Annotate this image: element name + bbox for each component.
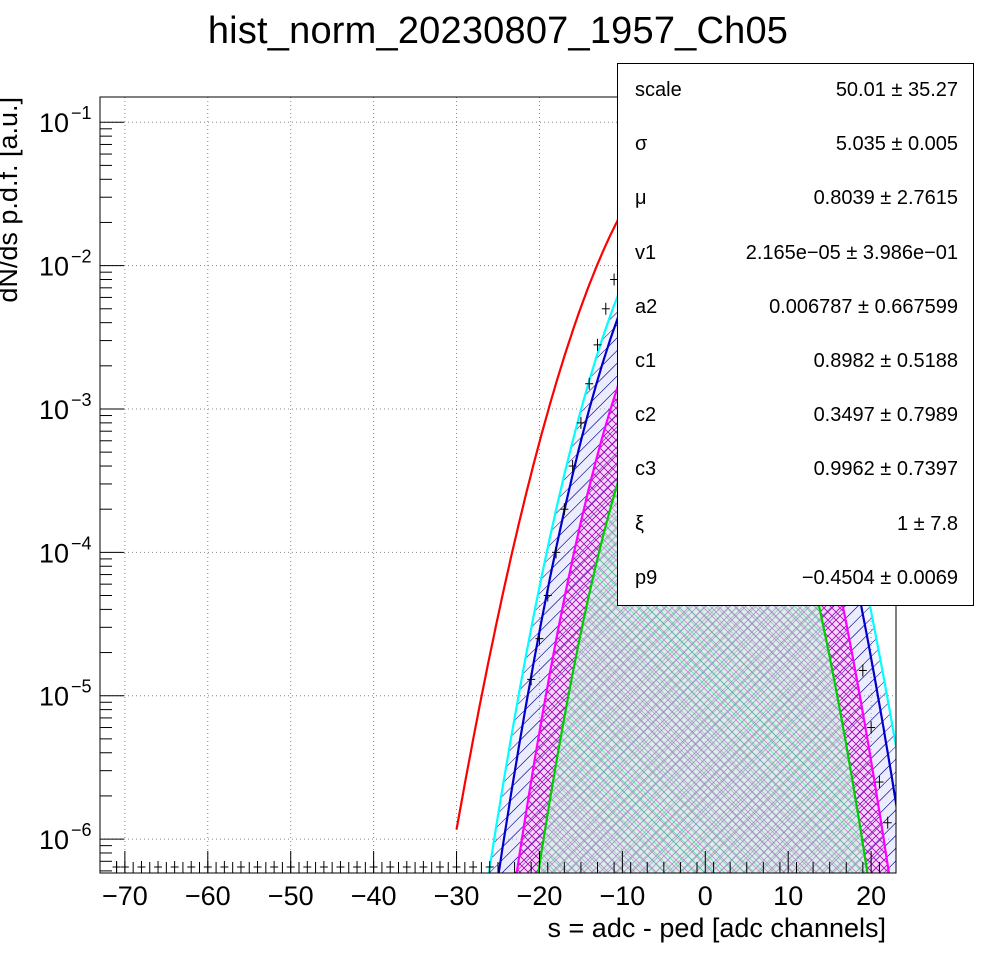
- data-point: [601, 302, 610, 315]
- stats-param-name: μ: [635, 187, 647, 210]
- stats-param-name: scale: [635, 79, 682, 101]
- y-tick-label: 10: [39, 682, 69, 712]
- stats-param-name: v1: [635, 241, 657, 264]
- data-point: [386, 861, 395, 873]
- data-point: [867, 721, 876, 734]
- data-point: [353, 861, 362, 873]
- y-tick-label: 10: [39, 108, 69, 138]
- stats-row: p9 −0.4504 ± 0.0069: [618, 552, 973, 606]
- data-point: [485, 861, 494, 873]
- stats-row: a2 0.006787 ± 0.667599: [618, 281, 973, 335]
- data-point: [270, 861, 279, 873]
- stats-param-value: −0.4504 ± 0.0069: [801, 566, 958, 589]
- stats-row: scale 50.01 ± 35.27: [618, 64, 973, 118]
- data-point: [253, 861, 262, 873]
- data-point: [419, 861, 428, 873]
- data-point: [610, 273, 619, 286]
- stats-row: μ 0.8039 ± 2.7615: [618, 172, 973, 226]
- stats-param-value: 5.035 ± 0.005: [835, 133, 958, 156]
- data-point: [585, 377, 594, 390]
- x-tick-label: −20: [517, 881, 563, 911]
- data-point: [568, 460, 577, 473]
- stats-param-value: 1 ± 7.8: [896, 512, 958, 535]
- x-tick-label: −40: [351, 881, 397, 911]
- data-point: [336, 861, 345, 873]
- x-tick-label: 0: [698, 881, 713, 911]
- data-point: [875, 776, 884, 789]
- data-point: [236, 861, 245, 873]
- stats-param-name: ξ: [635, 512, 644, 535]
- y-tick-label: 10: [39, 825, 69, 855]
- data-point: [469, 861, 478, 873]
- y-axis-label: dN/ds p.d.f. [a.u.]: [0, 97, 23, 303]
- stats-param-name: c1: [635, 350, 657, 372]
- chart-title: hist_norm_20230807_1957_Ch05: [207, 10, 789, 52]
- stats-param-name: c3: [635, 458, 657, 481]
- stats-row: ξ 1 ± 7.8: [618, 498, 973, 552]
- data-point: [593, 338, 602, 351]
- data-point: [858, 664, 867, 677]
- x-tick-label: 20: [856, 881, 886, 911]
- stats-param-name: a2: [635, 295, 658, 318]
- stats-row: c2 0.3497 ± 0.7989: [618, 389, 973, 443]
- data-point: [883, 816, 892, 829]
- x-tick-label: 10: [773, 881, 803, 911]
- data-point: [543, 589, 552, 602]
- stats-param-value: 0.006787 ± 0.667599: [769, 295, 958, 318]
- x-tick-label: −70: [102, 881, 148, 911]
- y-tick-exponent: −1: [71, 103, 92, 123]
- y-tick-exponent: −2: [71, 247, 92, 267]
- stats-param-value: 50.01 ± 35.27: [835, 79, 958, 101]
- data-point: [435, 861, 444, 873]
- y-tick-label: 10: [39, 538, 69, 568]
- data-point: [552, 546, 561, 559]
- y-tick-exponent: −3: [71, 390, 92, 410]
- stats-param-name: σ: [635, 133, 648, 156]
- data-point: [187, 861, 196, 873]
- y-tick-exponent: −5: [71, 677, 92, 697]
- stats-param-value: 2.165e−05 ± 3.986e−01: [745, 241, 958, 264]
- stats-box: scale 50.01 ± 35.27 σ 5.035 ± 0.005 μ 0.8039 …: [617, 63, 974, 606]
- stats-row: c3 0.9962 ± 0.7397: [618, 443, 973, 497]
- y-tick-label: 10: [39, 252, 69, 282]
- stats-param-value: 0.8982 ± 0.5188: [813, 350, 958, 372]
- stats-param-value: 0.3497 ± 0.7989: [813, 404, 958, 427]
- x-tick-label: −10: [599, 881, 645, 911]
- data-point: [303, 861, 312, 873]
- stats-param-name: c2: [635, 404, 657, 427]
- data-point: [170, 861, 179, 873]
- stats-row: c1 0.8982 ± 0.5188: [618, 335, 973, 389]
- stats-param-name: p9: [635, 566, 658, 589]
- x-tick-label: −30: [434, 881, 480, 911]
- data-point: [154, 861, 163, 873]
- data-point: [220, 861, 229, 873]
- data-point: [535, 632, 544, 645]
- stats-param-value: 0.9962 ± 0.7397: [813, 458, 958, 481]
- data-point: [319, 861, 328, 873]
- x-tick-label: −50: [268, 881, 314, 911]
- data-point: [402, 861, 411, 873]
- data-point: [576, 416, 585, 429]
- x-tick-label: −60: [185, 881, 231, 911]
- data-point: [560, 503, 569, 516]
- stats-row: σ 5.035 ± 0.005: [618, 118, 973, 172]
- stats-param-value: 0.8039 ± 2.7615: [813, 187, 958, 210]
- data-point: [137, 861, 146, 873]
- data-point: [527, 673, 536, 686]
- y-tick-label: 10: [39, 395, 69, 425]
- y-tick-exponent: −4: [71, 533, 92, 553]
- x-axis-label: s = adc - ped [adc channels]: [548, 913, 886, 943]
- y-tick-exponent: −6: [71, 820, 92, 840]
- stats-row: v1 2.165e−05 ± 3.986e−01: [618, 227, 973, 281]
